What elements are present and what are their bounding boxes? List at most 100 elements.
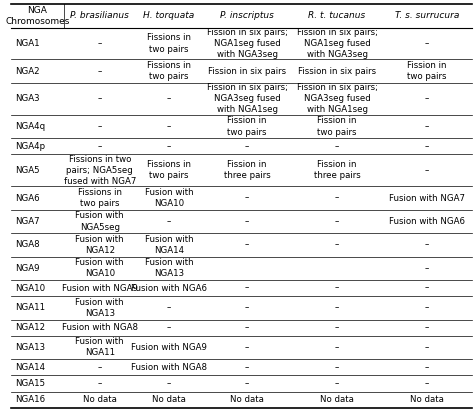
- Text: –: –: [425, 264, 429, 273]
- Text: NGA3: NGA3: [15, 94, 39, 103]
- Text: –: –: [335, 284, 339, 292]
- Text: Fissions in
two pairs: Fissions in two pairs: [147, 61, 191, 81]
- Text: –: –: [425, 323, 429, 332]
- Text: –: –: [167, 122, 171, 131]
- Text: –: –: [335, 240, 339, 249]
- Text: NGA7: NGA7: [15, 217, 39, 226]
- Text: Fusion with NGA9: Fusion with NGA9: [131, 343, 207, 352]
- Text: –: –: [425, 284, 429, 292]
- Text: –: –: [335, 303, 339, 312]
- Text: Fusion with
NGA10: Fusion with NGA10: [75, 258, 124, 278]
- Text: No data: No data: [152, 395, 186, 404]
- Text: –: –: [425, 240, 429, 249]
- Text: –: –: [245, 284, 249, 292]
- Text: NGA15: NGA15: [15, 379, 45, 388]
- Text: NGA1: NGA1: [15, 39, 39, 48]
- Text: NGA13: NGA13: [15, 343, 45, 352]
- Text: Fusion with
NGA13: Fusion with NGA13: [75, 298, 124, 318]
- Text: –: –: [167, 303, 171, 312]
- Text: –: –: [425, 303, 429, 312]
- Text: –: –: [98, 94, 102, 103]
- Text: NGA14: NGA14: [15, 363, 45, 372]
- Text: Fusion with NGA6: Fusion with NGA6: [389, 217, 465, 226]
- Text: NGA12: NGA12: [15, 323, 45, 332]
- Text: NGA16: NGA16: [15, 395, 45, 404]
- Text: H. torquata: H. torquata: [143, 11, 194, 20]
- Text: –: –: [245, 240, 249, 249]
- Text: –: –: [98, 39, 102, 48]
- Text: –: –: [335, 142, 339, 151]
- Text: NGA4p: NGA4p: [15, 142, 45, 151]
- Text: Fusion with
NGA5seg: Fusion with NGA5seg: [75, 211, 124, 232]
- Text: –: –: [98, 379, 102, 388]
- Text: –: –: [335, 323, 339, 332]
- Text: –: –: [98, 122, 102, 131]
- Text: –: –: [98, 67, 102, 76]
- Text: NGA10: NGA10: [15, 284, 45, 292]
- Text: –: –: [245, 343, 249, 352]
- Text: Fission in
two pairs: Fission in two pairs: [228, 116, 267, 136]
- Text: Fusion with NGA7: Fusion with NGA7: [389, 193, 465, 203]
- Text: –: –: [245, 303, 249, 312]
- Text: Fission in six pairs;
NGA1seg fused
with NGA3seg: Fission in six pairs; NGA1seg fused with…: [207, 28, 288, 59]
- Text: Fission in
two pairs: Fission in two pairs: [317, 116, 357, 136]
- Text: Fission in
two pairs: Fission in two pairs: [407, 61, 447, 81]
- Text: –: –: [167, 379, 171, 388]
- Text: No data: No data: [230, 395, 264, 404]
- Text: Fission in
three pairs: Fission in three pairs: [224, 160, 271, 181]
- Text: No data: No data: [83, 395, 117, 404]
- Text: Fission in
three pairs: Fission in three pairs: [314, 160, 360, 181]
- Text: P. brasilianus: P. brasilianus: [70, 11, 129, 20]
- Text: Fusion with
NGA12: Fusion with NGA12: [75, 235, 124, 255]
- Text: NGA6: NGA6: [15, 193, 39, 203]
- Text: Fusion with
NGA10: Fusion with NGA10: [145, 188, 193, 208]
- Text: Fusion with NGA9: Fusion with NGA9: [62, 284, 138, 292]
- Text: –: –: [245, 217, 249, 226]
- Text: –: –: [425, 94, 429, 103]
- Text: Fusion with NGA6: Fusion with NGA6: [131, 284, 207, 292]
- Text: NGA
Chromosomes: NGA Chromosomes: [5, 6, 70, 26]
- Text: Fusion with
NGA13: Fusion with NGA13: [145, 258, 193, 278]
- Text: Fusion with
NGA14: Fusion with NGA14: [145, 235, 193, 255]
- Text: Fusion with NGA8: Fusion with NGA8: [131, 363, 207, 372]
- Text: –: –: [335, 217, 339, 226]
- Text: –: –: [335, 379, 339, 388]
- Text: –: –: [245, 363, 249, 372]
- Text: No data: No data: [410, 395, 444, 404]
- Text: NGA9: NGA9: [15, 264, 39, 273]
- Text: NGA2: NGA2: [15, 67, 39, 76]
- Text: NGA11: NGA11: [15, 303, 45, 312]
- Text: –: –: [425, 379, 429, 388]
- Text: –: –: [167, 142, 171, 151]
- Text: –: –: [425, 142, 429, 151]
- Text: Fission in six pairs;
NGA3seg fused
with NGA1seg: Fission in six pairs; NGA3seg fused with…: [207, 83, 288, 114]
- Text: –: –: [98, 142, 102, 151]
- Text: P. inscriptus: P. inscriptus: [220, 11, 274, 20]
- Text: –: –: [245, 379, 249, 388]
- Text: –: –: [167, 217, 171, 226]
- Text: –: –: [335, 193, 339, 203]
- Text: Fission in six pairs;
NGA3seg fused
with NGA1seg: Fission in six pairs; NGA3seg fused with…: [297, 83, 378, 114]
- Text: Fission in six pairs;
NGA1seg fused
with NGA3seg: Fission in six pairs; NGA1seg fused with…: [297, 28, 378, 59]
- Text: NGA4q: NGA4q: [15, 122, 45, 131]
- Text: NGA8: NGA8: [15, 240, 39, 249]
- Text: –: –: [245, 142, 249, 151]
- Text: –: –: [245, 323, 249, 332]
- Text: –: –: [98, 363, 102, 372]
- Text: Fusion with
NGA11: Fusion with NGA11: [75, 337, 124, 357]
- Text: –: –: [425, 122, 429, 131]
- Text: –: –: [167, 323, 171, 332]
- Text: –: –: [245, 193, 249, 203]
- Text: Fusion with NGA8: Fusion with NGA8: [62, 323, 138, 332]
- Text: –: –: [335, 363, 339, 372]
- Text: NGA5: NGA5: [15, 166, 39, 175]
- Text: –: –: [425, 39, 429, 48]
- Text: –: –: [167, 94, 171, 103]
- Text: Fissions in
two pairs: Fissions in two pairs: [147, 33, 191, 54]
- Text: Fissions in two
pairs; NGA5seg
fused with NGA7: Fissions in two pairs; NGA5seg fused wit…: [64, 155, 136, 186]
- Text: Fissions in
two pairs: Fissions in two pairs: [78, 188, 122, 208]
- Text: –: –: [425, 166, 429, 175]
- Text: Fission in six pairs: Fission in six pairs: [298, 67, 376, 76]
- Text: R. t. tucanus: R. t. tucanus: [309, 11, 365, 20]
- Text: –: –: [425, 343, 429, 352]
